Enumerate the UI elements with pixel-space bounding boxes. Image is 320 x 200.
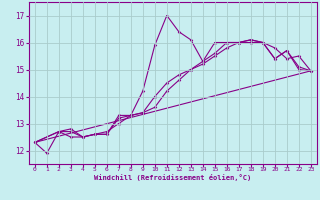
X-axis label: Windchill (Refroidissement éolien,°C): Windchill (Refroidissement éolien,°C) [94,174,252,181]
